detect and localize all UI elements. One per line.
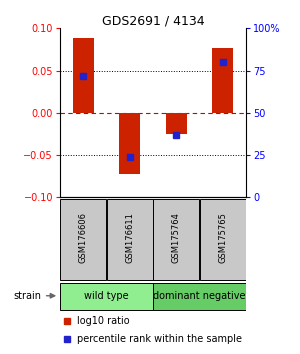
Text: log10 ratio: log10 ratio	[77, 316, 129, 326]
FancyBboxPatch shape	[154, 283, 245, 310]
Bar	[212, 48, 233, 113]
Text: GSM176611: GSM176611	[125, 212, 134, 263]
Text: percentile rank within the sample: percentile rank within the sample	[77, 335, 242, 344]
Text: GSM175765: GSM175765	[218, 212, 227, 263]
FancyBboxPatch shape	[61, 199, 106, 280]
Text: GSM176606: GSM176606	[79, 212, 88, 263]
Bar	[119, 113, 140, 174]
FancyBboxPatch shape	[200, 199, 245, 280]
Text: strain: strain	[14, 291, 41, 301]
FancyBboxPatch shape	[154, 199, 199, 280]
Text: wild type: wild type	[84, 291, 129, 301]
Bar	[166, 113, 187, 134]
FancyBboxPatch shape	[61, 283, 152, 310]
Text: GSM175764: GSM175764	[172, 212, 181, 263]
Bar	[73, 39, 94, 113]
Text: dominant negative: dominant negative	[153, 291, 246, 301]
Title: GDS2691 / 4134: GDS2691 / 4134	[102, 14, 204, 27]
FancyBboxPatch shape	[107, 199, 152, 280]
